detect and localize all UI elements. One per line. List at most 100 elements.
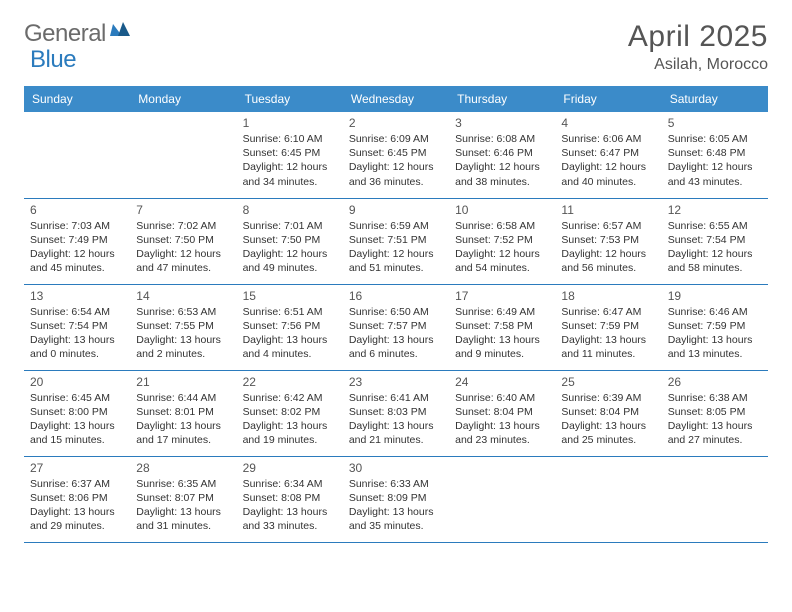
daylight-line: Daylight: 13 hours and 19 minutes. [243, 419, 337, 447]
week-row: 13Sunrise: 6:54 AMSunset: 7:54 PMDayligh… [24, 284, 768, 370]
day-cell: 27Sunrise: 6:37 AMSunset: 8:06 PMDayligh… [24, 456, 130, 542]
week-row: 27Sunrise: 6:37 AMSunset: 8:06 PMDayligh… [24, 456, 768, 542]
daylight-line: Daylight: 13 hours and 13 minutes. [668, 333, 762, 361]
calendar-table: Sunday Monday Tuesday Wednesday Thursday… [24, 86, 768, 543]
sunrise-line: Sunrise: 6:38 AM [668, 391, 762, 405]
sunrise-line: Sunrise: 6:09 AM [349, 132, 443, 146]
sunset-line: Sunset: 7:59 PM [561, 319, 655, 333]
sunrise-line: Sunrise: 6:10 AM [243, 132, 337, 146]
logo-icon [110, 20, 130, 36]
day-cell: 16Sunrise: 6:50 AMSunset: 7:57 PMDayligh… [343, 284, 449, 370]
sunrise-line: Sunrise: 6:45 AM [30, 391, 124, 405]
location: Asilah, Morocco [628, 56, 768, 74]
sunrise-line: Sunrise: 6:47 AM [561, 305, 655, 319]
day-number: 10 [455, 203, 549, 217]
sunrise-line: Sunrise: 6:40 AM [455, 391, 549, 405]
daylight-line: Daylight: 13 hours and 15 minutes. [30, 419, 124, 447]
sunrise-line: Sunrise: 6:06 AM [561, 132, 655, 146]
brand-logo-sub: Blue [30, 46, 76, 74]
sunset-line: Sunset: 8:05 PM [668, 405, 762, 419]
sunrise-line: Sunrise: 6:08 AM [455, 132, 549, 146]
daylight-line: Daylight: 13 hours and 23 minutes. [455, 419, 549, 447]
calendar-body: 1Sunrise: 6:10 AMSunset: 6:45 PMDaylight… [24, 112, 768, 542]
day-cell [24, 112, 130, 198]
daylight-line: Daylight: 12 hours and 45 minutes. [30, 247, 124, 275]
sunset-line: Sunset: 6:45 PM [243, 146, 337, 160]
day-cell: 6Sunrise: 7:03 AMSunset: 7:49 PMDaylight… [24, 198, 130, 284]
day-number: 9 [349, 203, 443, 217]
day-cell: 20Sunrise: 6:45 AMSunset: 8:00 PMDayligh… [24, 370, 130, 456]
sunset-line: Sunset: 7:50 PM [136, 233, 230, 247]
day-number: 6 [30, 203, 124, 217]
col-wednesday: Wednesday [343, 86, 449, 112]
day-cell: 7Sunrise: 7:02 AMSunset: 7:50 PMDaylight… [130, 198, 236, 284]
day-cell: 8Sunrise: 7:01 AMSunset: 7:50 PMDaylight… [237, 198, 343, 284]
sunset-line: Sunset: 8:09 PM [349, 491, 443, 505]
day-number: 1 [243, 116, 337, 130]
day-number: 12 [668, 203, 762, 217]
day-cell: 29Sunrise: 6:34 AMSunset: 8:08 PMDayligh… [237, 456, 343, 542]
daylight-line: Daylight: 13 hours and 21 minutes. [349, 419, 443, 447]
day-cell [662, 456, 768, 542]
sunrise-line: Sunrise: 6:51 AM [243, 305, 337, 319]
day-number: 18 [561, 289, 655, 303]
daylight-line: Daylight: 13 hours and 35 minutes. [349, 505, 443, 533]
sunrise-line: Sunrise: 7:01 AM [243, 219, 337, 233]
week-row: 6Sunrise: 7:03 AMSunset: 7:49 PMDaylight… [24, 198, 768, 284]
sunrise-line: Sunrise: 6:54 AM [30, 305, 124, 319]
sunset-line: Sunset: 6:48 PM [668, 146, 762, 160]
day-cell [449, 456, 555, 542]
daylight-line: Daylight: 12 hours and 34 minutes. [243, 160, 337, 188]
daylight-line: Daylight: 12 hours and 40 minutes. [561, 160, 655, 188]
day-number: 2 [349, 116, 443, 130]
daylight-line: Daylight: 13 hours and 11 minutes. [561, 333, 655, 361]
daylight-line: Daylight: 12 hours and 43 minutes. [668, 160, 762, 188]
day-cell: 9Sunrise: 6:59 AMSunset: 7:51 PMDaylight… [343, 198, 449, 284]
sunrise-line: Sunrise: 6:53 AM [136, 305, 230, 319]
sunset-line: Sunset: 8:06 PM [30, 491, 124, 505]
header-row: Sunday Monday Tuesday Wednesday Thursday… [24, 86, 768, 112]
day-number: 14 [136, 289, 230, 303]
sunset-line: Sunset: 7:52 PM [455, 233, 549, 247]
day-cell: 13Sunrise: 6:54 AMSunset: 7:54 PMDayligh… [24, 284, 130, 370]
sunset-line: Sunset: 6:46 PM [455, 146, 549, 160]
daylight-line: Daylight: 12 hours and 38 minutes. [455, 160, 549, 188]
sunrise-line: Sunrise: 6:05 AM [668, 132, 762, 146]
day-number: 26 [668, 375, 762, 389]
sunrise-line: Sunrise: 6:42 AM [243, 391, 337, 405]
brand-part1: General [24, 20, 106, 48]
col-tuesday: Tuesday [237, 86, 343, 112]
sunset-line: Sunset: 8:03 PM [349, 405, 443, 419]
sunrise-line: Sunrise: 6:41 AM [349, 391, 443, 405]
sunset-line: Sunset: 7:54 PM [30, 319, 124, 333]
col-sunday: Sunday [24, 86, 130, 112]
daylight-line: Daylight: 12 hours and 58 minutes. [668, 247, 762, 275]
header: General April 2025 Asilah, Morocco [24, 20, 768, 74]
sunset-line: Sunset: 8:04 PM [455, 405, 549, 419]
day-number: 27 [30, 461, 124, 475]
day-number: 4 [561, 116, 655, 130]
day-number: 7 [136, 203, 230, 217]
brand-part2: Blue [30, 46, 76, 74]
daylight-line: Daylight: 13 hours and 2 minutes. [136, 333, 230, 361]
sunset-line: Sunset: 7:59 PM [668, 319, 762, 333]
day-number: 21 [136, 375, 230, 389]
sunset-line: Sunset: 8:00 PM [30, 405, 124, 419]
day-cell: 5Sunrise: 6:05 AMSunset: 6:48 PMDaylight… [662, 112, 768, 198]
day-number: 3 [455, 116, 549, 130]
day-cell: 4 Sunrise: 6:06 AMSunset: 6:47 PMDaylight… [555, 112, 661, 198]
sunset-line: Sunset: 8:04 PM [561, 405, 655, 419]
day-cell: 30Sunrise: 6:33 AMSunset: 8:09 PMDayligh… [343, 456, 449, 542]
sunset-line: Sunset: 6:47 PM [561, 146, 655, 160]
sunset-line: Sunset: 8:02 PM [243, 405, 337, 419]
day-cell: 2Sunrise: 6:09 AMSunset: 6:45 PMDaylight… [343, 112, 449, 198]
sunset-line: Sunset: 7:57 PM [349, 319, 443, 333]
sunrise-line: Sunrise: 6:34 AM [243, 477, 337, 491]
col-saturday: Saturday [662, 86, 768, 112]
sunrise-line: Sunrise: 6:55 AM [668, 219, 762, 233]
daylight-line: Daylight: 12 hours and 47 minutes. [136, 247, 230, 275]
col-monday: Monday [130, 86, 236, 112]
sunset-line: Sunset: 8:07 PM [136, 491, 230, 505]
week-row: 20Sunrise: 6:45 AMSunset: 8:00 PMDayligh… [24, 370, 768, 456]
daylight-line: Daylight: 12 hours and 49 minutes. [243, 247, 337, 275]
